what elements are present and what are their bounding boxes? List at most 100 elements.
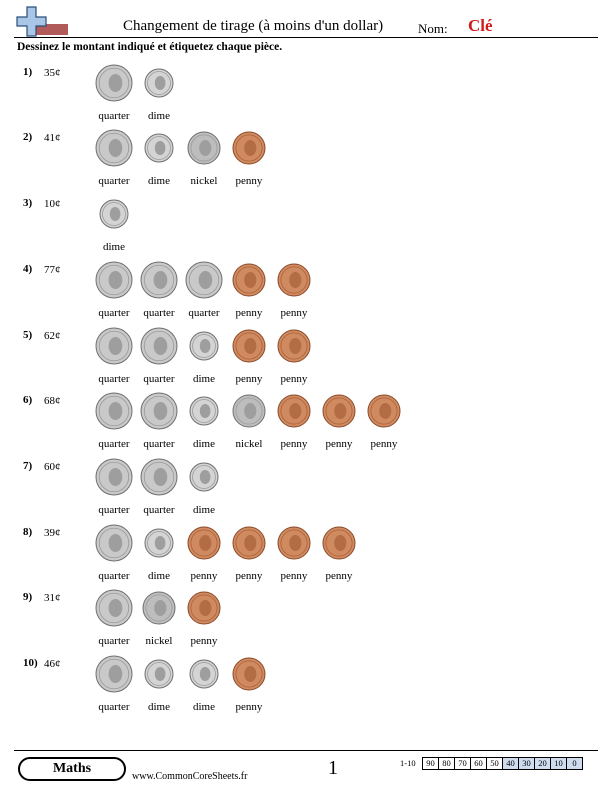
problem-amount: 41¢ <box>44 132 61 144</box>
quarter-coin-icon <box>95 64 133 102</box>
coin-label: quarter <box>98 438 130 450</box>
name-label: Nom: <box>418 21 448 36</box>
coin-label: penny <box>280 438 308 450</box>
problem-6: 6) 68¢ quarter quarter dime nickel penny penny p… <box>0 388 612 452</box>
subject-badge: Maths <box>18 757 126 781</box>
quarter-coin-icon <box>140 327 178 365</box>
quarter-coin-icon <box>95 392 133 430</box>
penny-coin-icon <box>367 394 401 428</box>
penny-coin-icon <box>232 263 266 297</box>
coin-label: dime <box>148 110 170 122</box>
problem-8: 8) 39¢ quarter dime penny penny penny penny <box>0 520 612 584</box>
coin-label: penny <box>190 570 218 582</box>
coin-label: penny <box>235 701 263 713</box>
coin-label: quarter <box>98 307 130 319</box>
coin-label: dime <box>193 504 215 516</box>
penny-coin-icon <box>232 526 266 560</box>
coin-label: dime <box>148 701 170 713</box>
coin-label: quarter <box>143 438 175 450</box>
problem-3: 3) 10¢ dime <box>0 191 612 255</box>
score-cell: 80 <box>438 757 455 770</box>
coin-label: penny <box>325 438 353 450</box>
coin-label: penny <box>235 175 263 187</box>
coin-label: quarter <box>98 701 130 713</box>
coin-label: nickel <box>235 438 263 450</box>
coin-label: dime <box>193 373 215 385</box>
problem-1: 1) 35¢ quarter dime <box>0 60 612 124</box>
quarter-coin-icon <box>95 327 133 365</box>
problem-number: 7) <box>23 460 33 472</box>
coin-label: penny <box>325 570 353 582</box>
dime-coin-icon <box>189 462 219 492</box>
problem-10: 10) 46¢ quarter dime dime penny <box>0 651 612 715</box>
dime-coin-icon <box>99 199 129 229</box>
website-link[interactable]: www.CommonCoreSheets.fr <box>132 771 248 782</box>
penny-coin-icon <box>232 657 266 691</box>
coin-label: dime <box>103 241 125 253</box>
score-cell: 60 <box>470 757 487 770</box>
coin-label: penny <box>235 570 263 582</box>
problem-5: 5) 62¢ quarter quarter dime penny penny <box>0 323 612 387</box>
penny-coin-icon <box>322 394 356 428</box>
quarter-coin-icon <box>95 458 133 496</box>
score-cell: 40 <box>502 757 519 770</box>
penny-coin-icon <box>277 263 311 297</box>
name-value: Clé <box>468 16 493 35</box>
coin-label: penny <box>235 307 263 319</box>
problem-number: 1) <box>23 66 33 78</box>
coin-label: quarter <box>188 307 220 319</box>
coin-label: penny <box>280 570 308 582</box>
page-title: Changement de tirage (à moins d'un dolla… <box>123 18 384 34</box>
coin-label: penny <box>280 307 308 319</box>
problem-number: 6) <box>23 394 33 406</box>
score-cell: 70 <box>454 757 471 770</box>
problem-amount: 10¢ <box>44 198 61 210</box>
problem-amount: 77¢ <box>44 264 61 276</box>
coin-label: nickel <box>190 175 218 187</box>
logo-plus-icon <box>16 6 68 37</box>
coin-label: dime <box>193 701 215 713</box>
problem-amount: 31¢ <box>44 592 61 604</box>
quarter-coin-icon <box>140 392 178 430</box>
coin-label: quarter <box>143 373 175 385</box>
quarter-coin-icon <box>140 261 178 299</box>
penny-coin-icon <box>232 131 266 165</box>
quarter-coin-icon <box>95 524 133 562</box>
dime-coin-icon <box>144 68 174 98</box>
penny-coin-icon <box>277 526 311 560</box>
penny-coin-icon <box>277 329 311 363</box>
coin-label: quarter <box>98 373 130 385</box>
score-row: 1-10 90 80 70 60 50 40 30 20 10 0 <box>400 757 583 770</box>
coin-label: quarter <box>98 504 130 516</box>
problem-amount: 46¢ <box>44 658 61 670</box>
score-cell: 20 <box>534 757 551 770</box>
score-cell: 30 <box>518 757 535 770</box>
penny-coin-icon <box>187 591 221 625</box>
nickel-coin-icon <box>142 591 176 625</box>
penny-coin-icon <box>187 526 221 560</box>
dime-coin-icon <box>189 331 219 361</box>
penny-coin-icon <box>277 394 311 428</box>
coin-label: nickel <box>145 635 173 647</box>
coin-label: quarter <box>98 570 130 582</box>
problem-amount: 35¢ <box>44 67 61 79</box>
dime-coin-icon <box>144 133 174 163</box>
problem-9: 9) 31¢ quarter nickel penny <box>0 585 612 649</box>
coin-label: penny <box>280 373 308 385</box>
coin-label: dime <box>148 175 170 187</box>
problem-amount: 39¢ <box>44 527 61 539</box>
header-divider <box>14 37 598 38</box>
problem-2: 2) 41¢ quarter dime nickel penny <box>0 125 612 189</box>
quarter-coin-icon <box>95 655 133 693</box>
coin-label: dime <box>148 570 170 582</box>
quarter-coin-icon <box>95 589 133 627</box>
problem-number: 10) <box>23 657 38 669</box>
problem-number: 5) <box>23 329 33 341</box>
quarter-coin-icon <box>140 458 178 496</box>
dime-coin-icon <box>189 659 219 689</box>
footer-divider <box>14 750 598 751</box>
problem-amount: 68¢ <box>44 395 61 407</box>
quarter-coin-icon <box>185 261 223 299</box>
problem-number: 2) <box>23 131 33 143</box>
coin-label: dime <box>193 438 215 450</box>
